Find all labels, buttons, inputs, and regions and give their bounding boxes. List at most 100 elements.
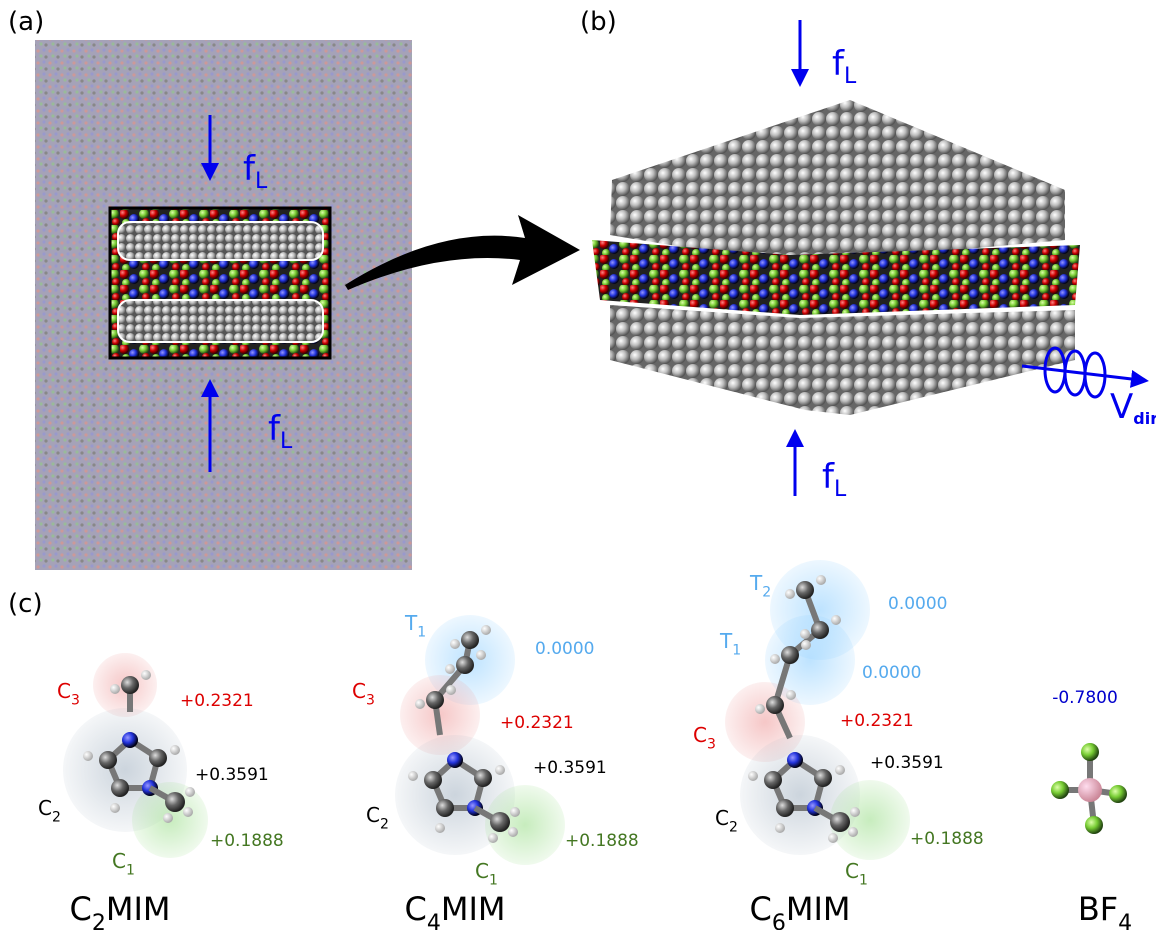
label-sub: 1 bbox=[417, 624, 426, 640]
charge: +0.2321 bbox=[180, 691, 254, 711]
atom bbox=[775, 823, 785, 833]
label-main: C bbox=[38, 796, 52, 820]
charge: +0.3591 bbox=[195, 765, 269, 785]
atom bbox=[848, 827, 858, 837]
atom bbox=[831, 615, 841, 625]
atom bbox=[141, 670, 151, 680]
label-main: C bbox=[715, 806, 729, 830]
atom bbox=[122, 732, 138, 748]
label: C2MIM bbox=[70, 890, 171, 930]
label-main: C bbox=[475, 859, 489, 883]
charge: +0.3591 bbox=[870, 753, 944, 773]
atom bbox=[83, 751, 93, 761]
atom bbox=[755, 704, 765, 714]
label-sub: 1 bbox=[732, 642, 741, 658]
charge: +0.2321 bbox=[840, 711, 914, 731]
atom bbox=[510, 807, 520, 817]
charge: 0.0000 bbox=[862, 663, 921, 683]
label-sub: 2 bbox=[729, 819, 738, 835]
atom bbox=[488, 833, 498, 843]
label-main: C bbox=[57, 679, 71, 703]
atom bbox=[776, 799, 794, 817]
atom bbox=[781, 646, 799, 664]
label-main: T bbox=[719, 629, 733, 653]
atom bbox=[1078, 778, 1102, 802]
label-sub: 2 bbox=[762, 584, 771, 600]
charge: 0.0000 bbox=[535, 639, 594, 659]
slab bbox=[118, 222, 323, 260]
atom bbox=[481, 625, 491, 635]
label: C2 bbox=[366, 803, 389, 832]
charge: +0.2321 bbox=[500, 713, 574, 733]
label: C4MIM bbox=[405, 890, 506, 930]
label-main: T bbox=[749, 571, 763, 595]
atom bbox=[474, 769, 492, 787]
atom bbox=[170, 745, 180, 755]
panel-label: (c) bbox=[8, 589, 43, 619]
charge: +0.1888 bbox=[210, 831, 284, 851]
atom bbox=[446, 685, 456, 695]
atom bbox=[748, 771, 758, 781]
atom bbox=[435, 823, 445, 833]
atom bbox=[415, 699, 425, 709]
label-main: C bbox=[366, 803, 380, 827]
charge: +0.3591 bbox=[533, 758, 607, 778]
atom bbox=[461, 631, 479, 649]
atom bbox=[785, 589, 795, 599]
label-main: C bbox=[405, 890, 427, 928]
label-main: C bbox=[750, 890, 772, 928]
slab bbox=[118, 300, 323, 342]
atom bbox=[111, 779, 129, 797]
charge: -0.7800 bbox=[1052, 688, 1118, 708]
atom bbox=[424, 771, 442, 789]
label-main: C bbox=[693, 723, 707, 747]
label-sub: 1 bbox=[859, 872, 868, 888]
label-sub: 2 bbox=[380, 816, 389, 832]
label: C2 bbox=[715, 806, 738, 835]
label-sub: 3 bbox=[366, 692, 375, 708]
atom bbox=[801, 640, 811, 650]
atom bbox=[447, 752, 463, 768]
top-slab bbox=[610, 100, 1065, 265]
label-main: C bbox=[352, 679, 366, 703]
atom bbox=[408, 771, 418, 781]
atom bbox=[426, 691, 444, 709]
label: C3 bbox=[57, 679, 80, 708]
label: C3 bbox=[352, 679, 375, 708]
label-sub: 2 bbox=[52, 809, 61, 825]
atom bbox=[490, 812, 510, 832]
atom bbox=[766, 696, 784, 714]
atom bbox=[787, 752, 803, 768]
atom bbox=[495, 765, 505, 775]
label: T1 bbox=[719, 629, 741, 658]
label-sub: 3 bbox=[707, 736, 716, 752]
atom bbox=[830, 812, 850, 832]
label-sub: 4 bbox=[1118, 911, 1132, 930]
label-main: BF bbox=[1078, 890, 1118, 928]
atom bbox=[450, 639, 460, 649]
label: BF4 bbox=[1078, 890, 1132, 930]
atom bbox=[828, 833, 838, 843]
label-sub: 2 bbox=[92, 911, 106, 930]
charge: +0.1888 bbox=[910, 829, 984, 849]
label: T2 bbox=[749, 571, 771, 600]
atom bbox=[1109, 785, 1127, 803]
label-main: C bbox=[845, 859, 859, 883]
atom bbox=[1081, 743, 1099, 761]
label: C1 bbox=[475, 859, 498, 888]
atom bbox=[436, 799, 454, 817]
atom bbox=[811, 621, 829, 639]
atom bbox=[1085, 816, 1103, 834]
atom bbox=[800, 629, 810, 639]
atom bbox=[99, 751, 117, 769]
atom bbox=[121, 676, 139, 694]
force-label: fL bbox=[832, 44, 857, 89]
atom bbox=[476, 650, 486, 660]
label-main: C bbox=[70, 890, 92, 928]
label-sub: 1 bbox=[126, 862, 135, 878]
panel-label: (a) bbox=[8, 7, 44, 37]
label-tail: MIM bbox=[441, 890, 506, 928]
label-sub: 6 bbox=[772, 911, 786, 930]
atom bbox=[786, 690, 796, 700]
atom bbox=[796, 581, 814, 599]
